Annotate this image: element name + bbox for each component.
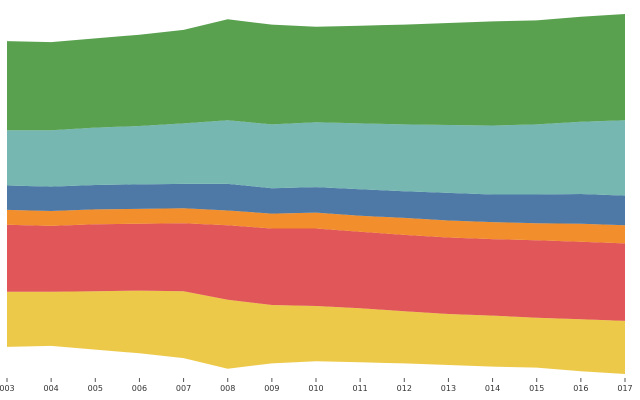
x-tick-label: 010 <box>308 384 323 393</box>
x-tick-label: 012 <box>397 384 412 393</box>
stream-layer-4 <box>7 183 625 226</box>
x-tick-label: 016 <box>573 384 588 393</box>
x-tick-label: 017 <box>617 384 632 393</box>
x-tick-label: 011 <box>353 384 368 393</box>
x-tick-label: 003 <box>0 384 15 393</box>
stream-layer-6 <box>7 14 625 131</box>
x-tick-label: 007 <box>176 384 191 393</box>
stream-layer-1 <box>7 290 625 374</box>
x-tick-label: 014 <box>485 384 500 393</box>
x-tick-label: 004 <box>44 384 59 393</box>
x-tick-label: 006 <box>132 384 147 393</box>
x-tick-label: 005 <box>88 384 103 393</box>
x-tick-label: 013 <box>441 384 456 393</box>
stream-layers <box>7 14 625 374</box>
stream-layer-3 <box>7 208 625 244</box>
x-axis: 003 004 005 006 007 008 009 010 011 012 013 014 015 0… <box>0 378 633 393</box>
x-tick-label: 015 <box>529 384 544 393</box>
stream-layer-5 <box>7 120 625 196</box>
x-tick-label: 009 <box>264 384 279 393</box>
stream-layer-2 <box>7 223 625 321</box>
x-tick-label: 008 <box>220 384 235 393</box>
